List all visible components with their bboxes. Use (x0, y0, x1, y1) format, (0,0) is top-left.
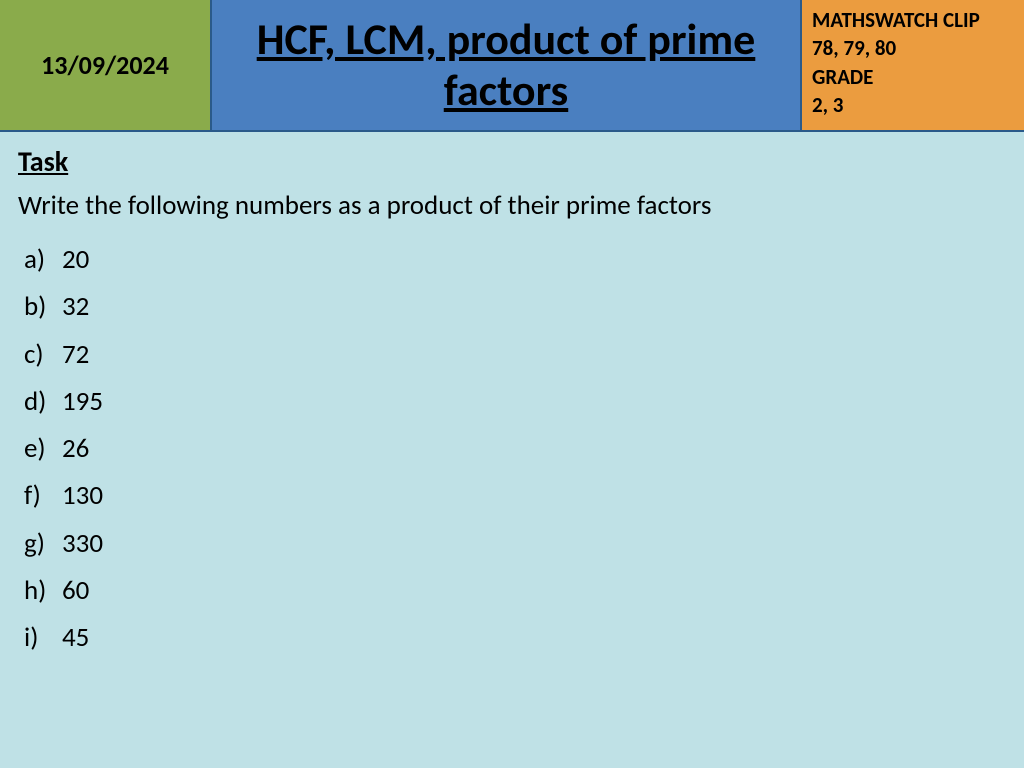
item-marker: d) (24, 378, 62, 425)
item-marker: c) (24, 331, 62, 378)
item-value: 330 (62, 520, 103, 567)
body-area: Task Write the following numbers as a pr… (0, 132, 1024, 768)
header-row: 13/09/2024 HCF, LCM, product of prime fa… (0, 0, 1024, 132)
item-marker: b) (24, 283, 62, 330)
item-value: 45 (62, 614, 89, 661)
list-item: d)195 (24, 378, 1006, 425)
task-instruction: Write the following numbers as a product… (18, 189, 1006, 222)
list-item: g)330 (24, 520, 1006, 567)
date-box: 13/09/2024 (0, 0, 212, 130)
item-value: 32 (62, 283, 89, 330)
item-marker: e) (24, 425, 62, 472)
item-marker: i) (24, 614, 62, 661)
list-item: f)130 (24, 472, 1006, 519)
meta-line: MATHSWATCH CLIP (812, 6, 1014, 34)
meta-line: 2, 3 (812, 91, 1014, 119)
list-item: e)26 (24, 425, 1006, 472)
list-item: i)45 (24, 614, 1006, 661)
item-value: 60 (62, 567, 89, 614)
task-list: a)20 b)32 c)72 d)195 e)26 f)130 g)330 h)… (18, 236, 1006, 661)
meta-box: MATHSWATCH CLIP 78, 79, 80 GRADE 2, 3 (802, 0, 1024, 130)
item-marker: g) (24, 520, 62, 567)
item-marker: a) (24, 236, 62, 283)
list-item: b)32 (24, 283, 1006, 330)
meta-line: 78, 79, 80 (812, 34, 1014, 62)
slide-title: HCF, LCM, product of prime factors (212, 14, 800, 115)
date-text: 13/09/2024 (41, 49, 169, 81)
list-item: h)60 (24, 567, 1006, 614)
item-marker: f) (24, 472, 62, 519)
slide: 13/09/2024 HCF, LCM, product of prime fa… (0, 0, 1024, 768)
meta-line: GRADE (812, 63, 1014, 91)
item-value: 130 (62, 472, 103, 519)
item-marker: h) (24, 567, 62, 614)
task-label: Task (18, 144, 1006, 179)
item-value: 20 (62, 236, 89, 283)
item-value: 72 (62, 331, 89, 378)
item-value: 195 (62, 378, 103, 425)
list-item: c)72 (24, 331, 1006, 378)
list-item: a)20 (24, 236, 1006, 283)
item-value: 26 (62, 425, 89, 472)
title-box: HCF, LCM, product of prime factors (212, 0, 802, 130)
